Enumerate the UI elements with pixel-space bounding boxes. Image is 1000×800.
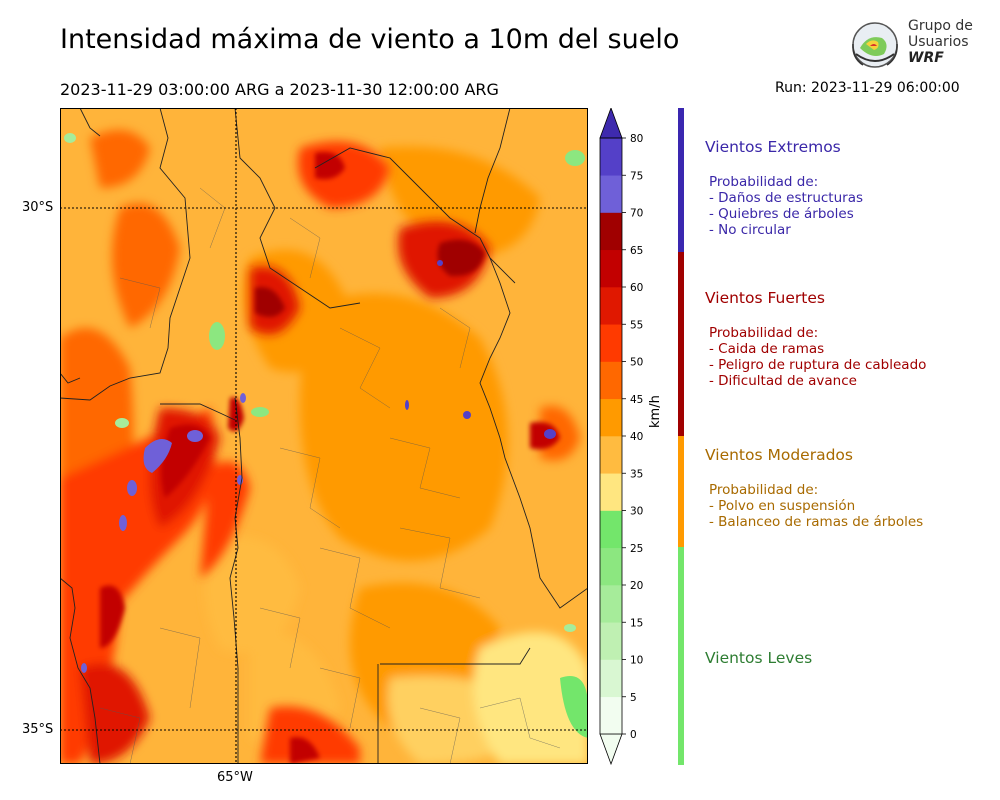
category-strong-line: - Caida de ramas bbox=[709, 341, 825, 357]
colorbar-tick-label: 80 bbox=[630, 133, 643, 145]
logo-line-2: Usuarios bbox=[908, 34, 969, 50]
category-strong: Vientos Fuertes Probabilidad de: - Caida… bbox=[705, 289, 926, 389]
category-moderate-line: Probabilidad de: bbox=[709, 482, 819, 498]
category-extreme-line: Probabilidad de: bbox=[709, 174, 819, 190]
lon-label-65w: 65°W bbox=[217, 770, 253, 785]
category-extreme-line: - Quiebres de árboles bbox=[709, 206, 854, 222]
colorbar-band bbox=[600, 585, 622, 623]
globe-icon bbox=[852, 22, 898, 68]
light-wind-spots bbox=[64, 133, 588, 738]
logo-line-3: WRF bbox=[908, 50, 944, 66]
category-moderate: Vientos Moderados Probabilidad de: - Pol… bbox=[705, 446, 923, 530]
colorbar-tick-label: 40 bbox=[630, 431, 643, 443]
colorbar-extend-low bbox=[599, 733, 623, 766]
colorbar: 0 5 10 15 20 25 30 35 40 45 50 55 60 65 70 75 80 bbox=[599, 108, 643, 766]
colorbar-tick-label: 25 bbox=[630, 543, 643, 555]
colorbar-band bbox=[600, 212, 622, 251]
department-borders bbox=[99, 187, 561, 764]
category-bar-moderate bbox=[678, 436, 684, 547]
colorbar-band bbox=[600, 324, 622, 362]
category-strong-line: Probabilidad de: bbox=[709, 325, 819, 341]
colorbar-ticks: 0 5 10 15 20 25 30 35 40 45 50 55 60 65 70 75 80 bbox=[622, 133, 643, 741]
colorbar-band bbox=[600, 249, 622, 288]
category-extreme-line: - No circular bbox=[709, 222, 791, 238]
very-strong-field bbox=[100, 152, 560, 764]
category-color-bar bbox=[678, 108, 684, 765]
category-strong-line: - Dificultad de avance bbox=[709, 373, 857, 389]
run-time: Run: 2023-11-29 06:00:00 bbox=[775, 80, 960, 96]
category-extreme-title: Vientos Extremos bbox=[705, 138, 841, 156]
colorbar-band bbox=[600, 138, 622, 176]
colorbar-tick-label: 50 bbox=[630, 357, 643, 369]
category-bar-light bbox=[678, 547, 684, 765]
colorbar-extend-high bbox=[599, 108, 623, 139]
colorbar-band bbox=[600, 696, 622, 735]
colorbar-band bbox=[600, 398, 622, 437]
category-moderate-title: Vientos Moderados bbox=[705, 446, 853, 464]
colorbar-tick-label: 45 bbox=[630, 394, 643, 406]
lat-label-30s: 30°S bbox=[22, 200, 54, 215]
colorbar-band bbox=[600, 436, 622, 474]
category-moderate-line: - Balanceo de ramas de árboles bbox=[709, 514, 924, 530]
page-title: Intensidad máxima de viento a 10m del su… bbox=[60, 24, 680, 55]
colorbar-band bbox=[600, 622, 622, 660]
colorbar-bands bbox=[599, 108, 623, 766]
category-bar-extreme bbox=[678, 108, 684, 252]
colorbar-tick-label: 20 bbox=[630, 580, 643, 592]
category-light-title: Vientos Leves bbox=[705, 649, 813, 667]
colorbar-tick-label: 65 bbox=[630, 245, 643, 257]
colorbar-tick-label: 70 bbox=[630, 208, 643, 220]
category-strong-line: - Peligro de ruptura de cableado bbox=[709, 357, 927, 373]
colorbar-band bbox=[600, 510, 622, 549]
colorbar-tick-label: 15 bbox=[630, 617, 643, 629]
province-borders bbox=[60, 108, 588, 764]
colorbar-band bbox=[600, 547, 622, 586]
graticule bbox=[60, 108, 588, 764]
colorbar-band bbox=[600, 175, 622, 213]
category-bar-strong bbox=[678, 252, 684, 436]
colorbar-tick-label: 30 bbox=[630, 506, 643, 518]
colorbar-tick-label: 35 bbox=[630, 468, 643, 480]
category-extreme-line: - Daños de estructuras bbox=[709, 190, 864, 206]
category-extreme: Vientos Extremos Probabilidad de: - Daño… bbox=[705, 138, 863, 238]
colorbar-tick-label: 10 bbox=[630, 655, 643, 667]
category-light: Vientos Leves bbox=[705, 649, 812, 667]
logo-text: Grupo de Usuarios WRF bbox=[908, 18, 973, 66]
extreme-wind-spots bbox=[81, 260, 556, 673]
wrf-group-logo bbox=[852, 22, 898, 68]
colorbar-band bbox=[600, 659, 622, 698]
category-strong-title: Vientos Fuertes bbox=[705, 289, 825, 307]
colorbar-band bbox=[600, 287, 622, 325]
colorbar-tick-label: 0 bbox=[630, 729, 637, 741]
lat-label-35s: 35°S bbox=[22, 722, 54, 737]
colorbar-tick-label: 75 bbox=[630, 170, 643, 182]
colorbar-band bbox=[600, 361, 622, 400]
map-frame bbox=[60, 108, 588, 764]
category-moderate-line: - Polvo en suspensión bbox=[709, 498, 856, 514]
logo-line-1: Grupo de bbox=[908, 18, 973, 34]
colorbar-unit: km/h bbox=[648, 395, 663, 428]
colorbar-tick-label: 5 bbox=[630, 692, 637, 704]
forecast-period: 2023-11-29 03:00:00 ARG a 2023-11-30 12:… bbox=[60, 80, 499, 99]
colorbar-band bbox=[600, 473, 622, 511]
colorbar-tick-label: 55 bbox=[630, 319, 643, 331]
colorbar-tick-label: 60 bbox=[630, 282, 643, 294]
wind-map bbox=[60, 108, 588, 764]
